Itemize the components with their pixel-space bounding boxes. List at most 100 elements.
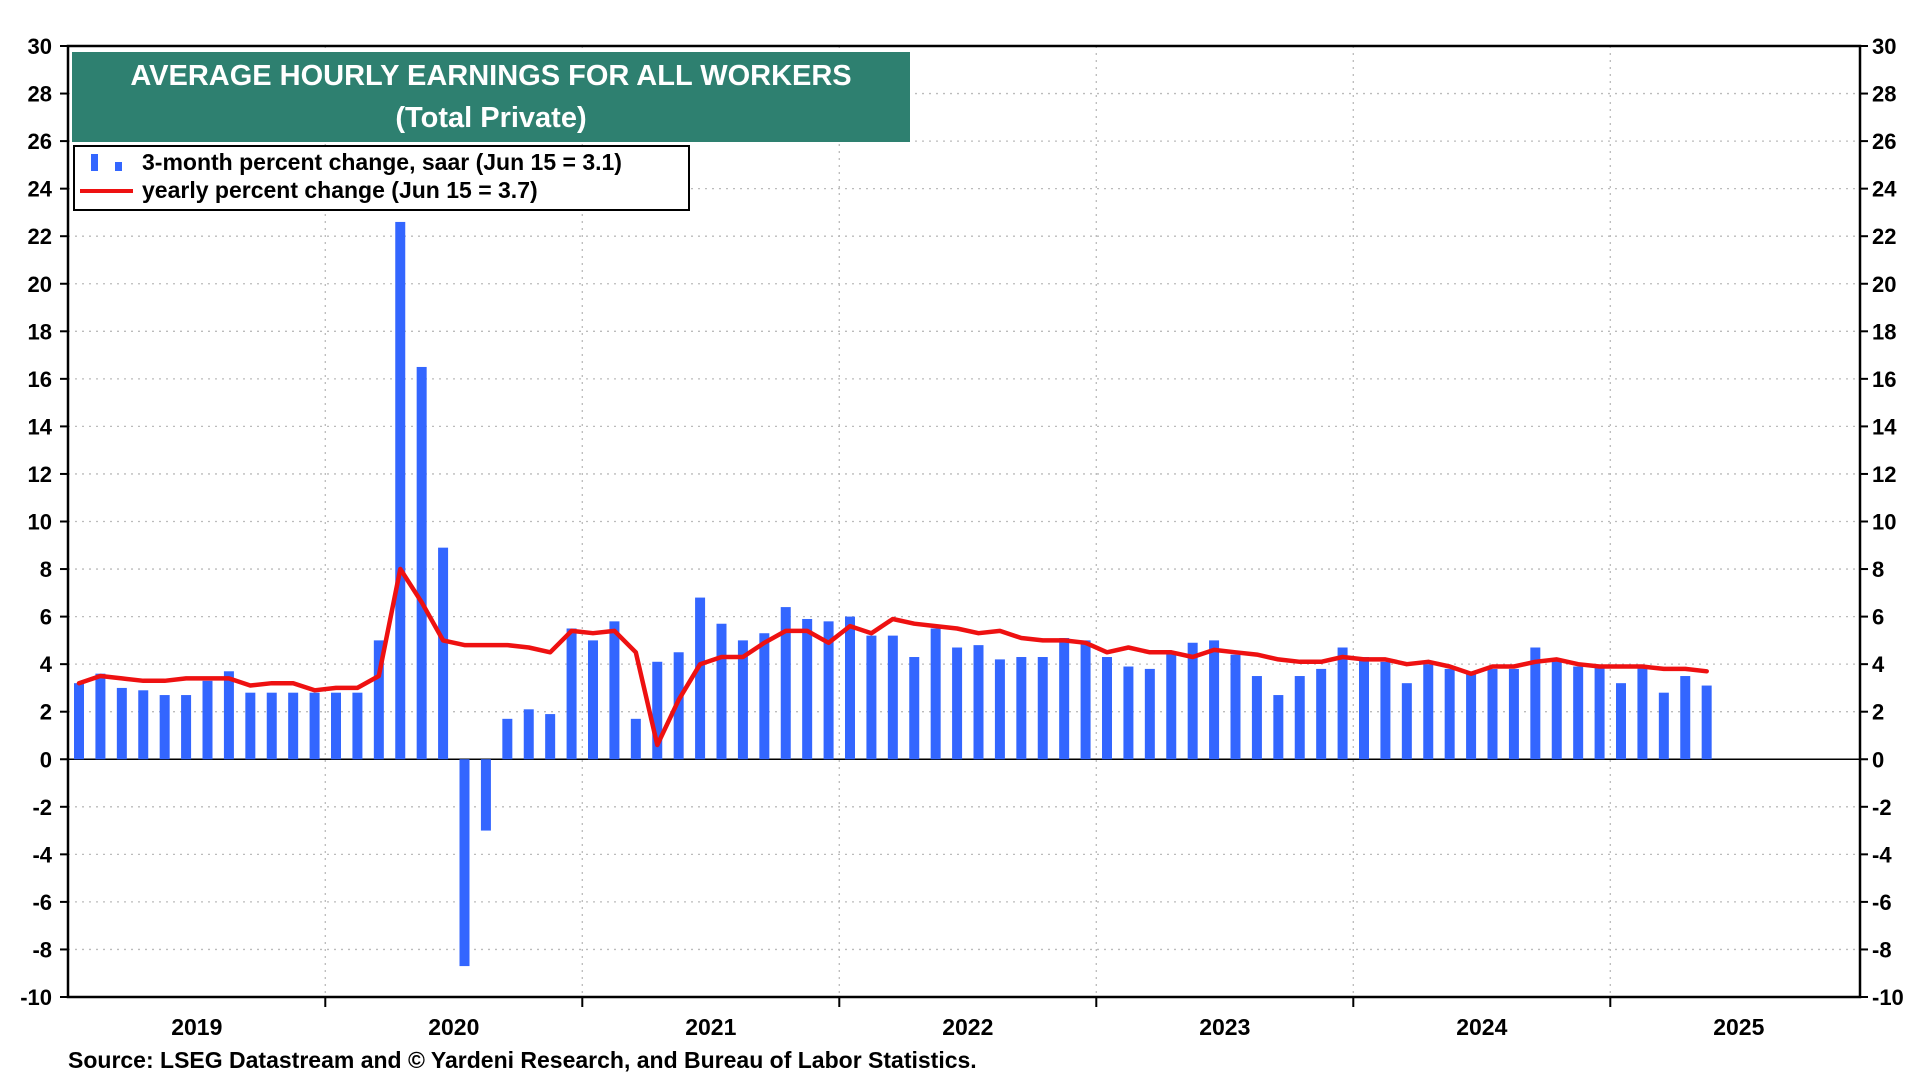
bar bbox=[695, 597, 706, 760]
y-tick-label-right: 28 bbox=[1872, 82, 1896, 107]
bar bbox=[74, 683, 84, 760]
bar bbox=[759, 633, 770, 760]
y-tick-label-left: 24 bbox=[28, 177, 53, 202]
bar bbox=[1701, 685, 1712, 760]
legend: 3-month percent change, saar (Jun 15 = 3… bbox=[73, 145, 690, 211]
chart-subtitle: (Total Private) bbox=[395, 102, 586, 134]
y-tick-label-left: 26 bbox=[28, 129, 52, 154]
bar bbox=[588, 640, 598, 760]
bar bbox=[1573, 666, 1584, 760]
grid bbox=[68, 46, 1860, 997]
y-tick-label-right: 4 bbox=[1872, 652, 1885, 677]
bar bbox=[1616, 683, 1626, 760]
y-tick-label-left: 14 bbox=[28, 414, 53, 439]
bar bbox=[780, 607, 791, 760]
legend-label-bars: 3-month percent change, saar (Jun 15 = 3… bbox=[142, 149, 622, 175]
bar bbox=[502, 718, 513, 760]
y-tick-label-left: 18 bbox=[28, 319, 52, 344]
bar bbox=[1637, 666, 1648, 760]
y-tick-label-left: 4 bbox=[40, 652, 53, 677]
bar bbox=[1444, 668, 1455, 760]
bar bbox=[1123, 666, 1134, 760]
bar bbox=[138, 690, 149, 760]
bar bbox=[823, 621, 834, 760]
bar bbox=[1487, 668, 1498, 760]
y-tick-label-right: 22 bbox=[1872, 224, 1896, 249]
y-tick-label-right: 0 bbox=[1872, 747, 1884, 772]
x-axis: 2019 2020 2021 2022 2023 2024 2025 bbox=[171, 997, 1765, 1040]
x-year-label: 2019 bbox=[171, 1014, 222, 1040]
bar bbox=[1273, 695, 1284, 760]
y-tick-label-left: -8 bbox=[32, 937, 52, 962]
y-tick-label-left: -6 bbox=[32, 890, 52, 915]
bar bbox=[1658, 692, 1669, 760]
y-tick-label-right: 14 bbox=[1872, 414, 1897, 439]
y-tick-label-right: 20 bbox=[1872, 272, 1896, 297]
y-tick-label-left: -10 bbox=[20, 985, 52, 1010]
legend-box bbox=[73, 145, 690, 211]
bar bbox=[673, 652, 684, 760]
bar bbox=[1016, 657, 1027, 760]
x-year-label: 2023 bbox=[1199, 1014, 1250, 1040]
line-series bbox=[76, 566, 1709, 748]
y-tick-label-right: 6 bbox=[1872, 605, 1884, 630]
y-tick-label-left: 10 bbox=[28, 510, 52, 535]
bar bbox=[973, 645, 984, 760]
bar bbox=[1230, 654, 1241, 760]
legend-label-line: yearly percent change (Jun 15 = 3.7) bbox=[142, 177, 538, 203]
bar bbox=[1166, 652, 1177, 760]
bar bbox=[1551, 659, 1562, 760]
bar bbox=[545, 714, 556, 760]
bar bbox=[866, 635, 877, 760]
y-tick-label-right: 10 bbox=[1872, 510, 1896, 535]
chart-title: AVERAGE HOURLY EARNINGS FOR ALL WORKERS bbox=[130, 60, 851, 92]
y-tick-label-right: 2 bbox=[1872, 700, 1884, 725]
y-tick-label-right: -8 bbox=[1872, 937, 1892, 962]
bar bbox=[1251, 676, 1262, 760]
bar bbox=[159, 695, 170, 760]
bar bbox=[1594, 666, 1605, 760]
bar bbox=[202, 680, 213, 760]
y-tick-label-right: 8 bbox=[1872, 557, 1884, 582]
bar bbox=[352, 692, 363, 760]
bar bbox=[630, 718, 641, 760]
bar bbox=[737, 640, 748, 760]
bar bbox=[1359, 657, 1369, 760]
bar bbox=[223, 671, 234, 760]
y-tick-label-right: 30 bbox=[1872, 34, 1896, 59]
bar bbox=[716, 623, 727, 760]
bar bbox=[523, 709, 534, 760]
y-tick-label-right: 16 bbox=[1872, 367, 1896, 392]
bar bbox=[1316, 668, 1327, 760]
bar bbox=[1059, 637, 1070, 760]
y-tick-label-right: 18 bbox=[1872, 319, 1896, 344]
y-tick-label-right: -4 bbox=[1872, 842, 1892, 867]
bar bbox=[116, 687, 127, 760]
bar bbox=[1209, 640, 1220, 760]
y-tick-label-right: 24 bbox=[1872, 177, 1897, 202]
bar bbox=[309, 692, 320, 760]
title-box: AVERAGE HOURLY EARNINGS FOR ALL WORKERS … bbox=[72, 52, 910, 142]
bar bbox=[1144, 668, 1155, 760]
bar bbox=[909, 657, 920, 760]
bar bbox=[373, 640, 384, 760]
y-tick-label-left: 22 bbox=[28, 224, 52, 249]
bar bbox=[1102, 657, 1112, 760]
x-year-label: 2021 bbox=[685, 1014, 736, 1040]
bar bbox=[95, 673, 106, 760]
y-tick-label-left: 0 bbox=[40, 747, 52, 772]
bar bbox=[1401, 683, 1412, 760]
bar bbox=[1294, 676, 1305, 760]
bar bbox=[459, 759, 470, 967]
legend-bar-swatch-tall bbox=[91, 154, 98, 171]
bar bbox=[930, 628, 941, 760]
bar bbox=[395, 221, 406, 760]
y-tick-label-right: 26 bbox=[1872, 129, 1896, 154]
y-tick-label-left: 16 bbox=[28, 367, 52, 392]
bar bbox=[1037, 657, 1048, 760]
bar bbox=[566, 628, 577, 760]
